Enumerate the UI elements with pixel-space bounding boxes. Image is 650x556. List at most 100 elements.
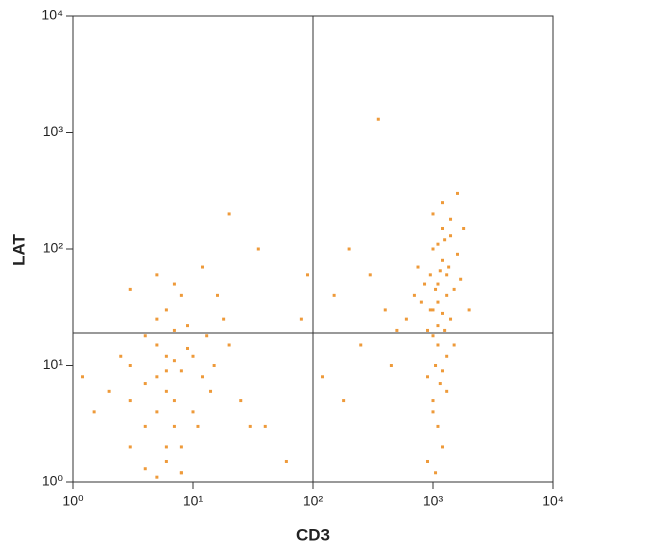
point [426, 328, 430, 332]
point [155, 475, 159, 479]
point [441, 311, 445, 315]
point [449, 217, 453, 221]
point [419, 300, 423, 304]
point [239, 399, 243, 403]
point [284, 459, 288, 463]
point [201, 375, 205, 379]
point [227, 343, 231, 347]
point [383, 308, 387, 312]
point [179, 445, 183, 449]
point [455, 191, 459, 195]
point [172, 399, 176, 403]
point [436, 282, 440, 286]
point [455, 252, 459, 256]
point [186, 324, 190, 328]
point [164, 459, 168, 463]
point [299, 317, 303, 321]
point [347, 247, 351, 251]
point [263, 424, 267, 428]
point [412, 293, 416, 297]
point [438, 382, 442, 386]
point [441, 445, 445, 449]
point [172, 424, 176, 428]
point [143, 334, 147, 338]
point [447, 265, 451, 269]
point [128, 364, 132, 367]
point [306, 273, 310, 277]
point [128, 445, 132, 449]
point [426, 375, 430, 379]
point [164, 308, 168, 312]
point [227, 212, 231, 216]
y-tick-label: 10³ [43, 123, 64, 139]
point [164, 389, 168, 393]
point [164, 354, 168, 358]
point [164, 445, 168, 449]
point [434, 287, 438, 291]
point [128, 287, 132, 291]
point [452, 287, 456, 291]
x-tick-label: 10⁰ [62, 493, 84, 509]
point [441, 369, 445, 373]
point [191, 410, 195, 414]
point [462, 226, 466, 230]
x-tick-label: 10² [303, 493, 324, 509]
point [196, 424, 200, 428]
point [256, 247, 260, 251]
point [179, 293, 183, 297]
point [201, 265, 205, 269]
point [222, 317, 226, 321]
point [186, 346, 190, 350]
point [191, 354, 195, 358]
point [215, 293, 219, 297]
x-tick-label: 10¹ [183, 493, 204, 509]
point [395, 328, 399, 332]
point [431, 399, 435, 403]
x-tick-label: 10⁴ [542, 493, 564, 509]
y-tick-label: 10⁰ [42, 473, 64, 489]
y-tick-label: 10² [43, 240, 64, 256]
point [431, 308, 435, 312]
point [459, 277, 463, 281]
point [436, 424, 440, 428]
point [434, 364, 438, 367]
point [428, 273, 432, 277]
point [172, 282, 176, 286]
point [434, 471, 438, 475]
point [443, 328, 447, 332]
point [119, 354, 123, 358]
y-tick-label: 10¹ [43, 356, 64, 372]
point [172, 328, 176, 332]
point [431, 212, 435, 216]
point [441, 226, 445, 230]
point [436, 324, 440, 328]
point [452, 343, 456, 347]
point [389, 364, 393, 367]
point [332, 293, 336, 297]
point [436, 300, 440, 304]
point [426, 459, 430, 463]
point [445, 389, 449, 393]
point [436, 242, 440, 246]
point [155, 410, 159, 414]
point [467, 308, 471, 312]
point [431, 410, 435, 414]
point [445, 293, 449, 297]
point [359, 343, 363, 347]
point [248, 424, 252, 428]
point [423, 282, 427, 286]
point [209, 389, 213, 393]
point [81, 375, 85, 379]
point [155, 375, 159, 379]
point [143, 467, 147, 471]
point [416, 265, 420, 269]
point [179, 471, 183, 475]
point [436, 343, 440, 347]
point [368, 273, 372, 277]
point [431, 247, 435, 251]
point [143, 382, 147, 386]
point [441, 201, 445, 205]
point [172, 359, 176, 363]
point [404, 317, 408, 321]
point [155, 273, 159, 277]
